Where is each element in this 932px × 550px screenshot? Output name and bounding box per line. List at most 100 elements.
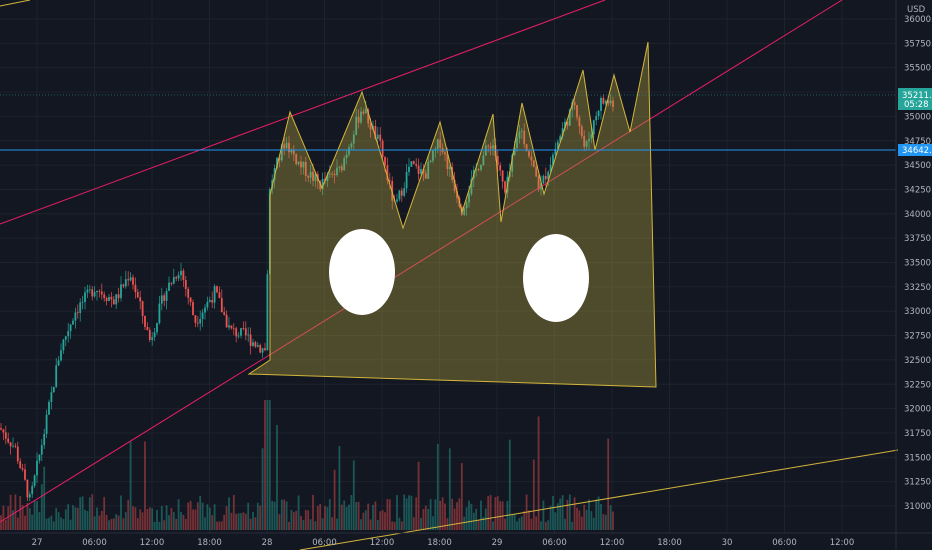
candle-body [523, 130, 526, 145]
volume-bar [436, 443, 439, 530]
volume-bar [2, 505, 5, 530]
volume-bar [43, 466, 46, 530]
volume-bar [564, 518, 566, 530]
candle-body [182, 270, 185, 280]
volume-bar [338, 446, 341, 530]
price-tick-label: 35750.0 [904, 39, 932, 49]
volume-bar [223, 514, 226, 530]
candle-body [57, 360, 60, 366]
time-tick-label: 30 [722, 538, 733, 548]
volume-bar [604, 514, 607, 530]
volume-bar [542, 500, 545, 530]
volume-bar [232, 494, 235, 530]
candle-body [424, 173, 427, 179]
candle-body [129, 277, 132, 281]
volume-bar [328, 498, 331, 530]
volume-bar [376, 520, 379, 530]
volume-bar [343, 500, 346, 530]
candle-body [88, 289, 91, 291]
candle-body [532, 160, 535, 167]
candle-body [177, 275, 180, 279]
volume-bar [100, 510, 103, 530]
candle-body [14, 445, 17, 447]
candle-body [328, 173, 331, 175]
volume-bar [434, 499, 437, 530]
candle-body [405, 172, 408, 189]
candle-body [64, 336, 67, 340]
volume-bar [364, 510, 367, 530]
volume-bar [333, 469, 336, 530]
left-eye-shape[interactable] [329, 229, 395, 315]
volume-bar [225, 506, 228, 530]
candle-body [556, 141, 559, 149]
upper-channel-line[interactable] [0, 0, 606, 225]
candle-body [206, 301, 209, 308]
volume-bar [103, 496, 106, 530]
volume-bars [0, 400, 614, 530]
volume-bar [513, 513, 516, 530]
volume-bar [350, 495, 353, 530]
volume-bar [496, 496, 499, 530]
candle-body [74, 312, 77, 321]
volume-bar [492, 521, 494, 530]
candle-body [364, 109, 367, 114]
candle-body [403, 188, 406, 196]
price-axis[interactable]: 36000.035750.035500.035250.035000.034750… [904, 15, 932, 512]
candle-body [612, 100, 614, 108]
candle-body [492, 145, 494, 149]
candle-body [590, 134, 593, 139]
candle-body [240, 328, 242, 336]
volume-bar [268, 400, 271, 530]
volume-bar [427, 508, 430, 530]
candle-body [352, 134, 355, 144]
volume-bar [36, 501, 38, 530]
volume-bar [566, 499, 569, 530]
candle-body [470, 178, 473, 194]
volume-bar [28, 508, 31, 530]
candle-body [21, 468, 24, 470]
volume-bar [405, 498, 408, 530]
volume-bar [576, 507, 578, 530]
candle-body [381, 140, 384, 158]
candle-body [480, 164, 482, 170]
volume-bar [573, 497, 576, 530]
price-tick-label: 32750.0 [904, 332, 932, 342]
volume-bar [158, 521, 161, 530]
candle-body [280, 144, 283, 161]
volume-bar [369, 519, 372, 530]
candle-body [516, 138, 518, 148]
volume-bar [331, 517, 334, 530]
candle-body [592, 120, 595, 135]
candle-body [213, 286, 216, 303]
candle-body [609, 100, 612, 104]
volume-bar [499, 501, 502, 530]
lower-channel-line[interactable] [0, 0, 843, 523]
candle-body [19, 461, 22, 469]
volume-bar [64, 509, 67, 530]
candle-body [45, 414, 48, 434]
volume-bar [117, 515, 120, 530]
volume-bar [163, 520, 166, 530]
candle-body [141, 301, 144, 316]
volume-bar [475, 508, 478, 530]
candle-body [477, 169, 480, 171]
candle-body [331, 173, 334, 175]
volume-bar [321, 518, 324, 530]
candle-body [96, 290, 98, 293]
candle-body [465, 202, 468, 209]
candle-body [468, 193, 470, 203]
crown-shape[interactable] [247, 41, 657, 388]
volume-bar [156, 509, 158, 530]
volume-bar [552, 495, 554, 530]
volume-bar [57, 512, 60, 530]
volume-bar [180, 511, 182, 530]
volume-bar [508, 439, 511, 530]
volume-bar [160, 506, 163, 530]
candle-body [312, 171, 314, 181]
candle-body [228, 325, 230, 328]
volume-bar [148, 507, 151, 530]
right-eye-shape[interactable] [523, 234, 589, 322]
time-axis[interactable]: 27 06:00 12:00 18:00 28 06:00 12:00 18:00 29 06:0… [32, 538, 855, 548]
volume-bar [326, 506, 329, 530]
